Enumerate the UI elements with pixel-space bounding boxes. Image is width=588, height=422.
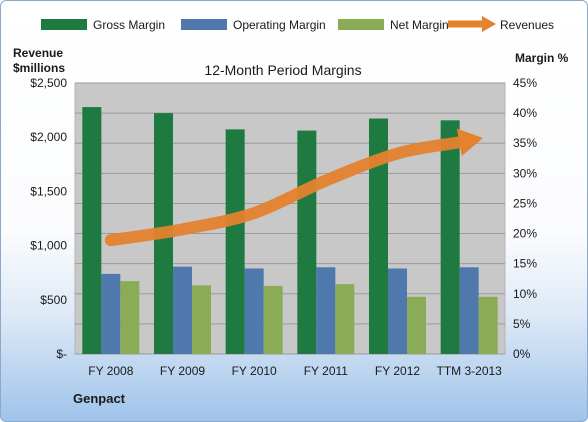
legend-label: Gross Margin: [93, 18, 165, 32]
revenue-line-layer: [104, 128, 483, 247]
bar-net-margin: [263, 285, 283, 354]
left-tick-label: $-: [56, 347, 67, 361]
left-tick-label: $2,500: [30, 76, 67, 90]
bar-layer: [82, 107, 498, 355]
left-tick-label: $1,500: [30, 184, 67, 198]
chart-title: 12-Month Period Margins: [204, 62, 361, 78]
right-tick-label: 0%: [513, 347, 531, 361]
bar-net-margin: [335, 284, 355, 354]
bar-net-margin: [478, 296, 498, 354]
bar-net-margin: [120, 281, 140, 354]
legend-swatch-revenues-arrow: [482, 16, 496, 32]
bar-operating-margin: [316, 267, 336, 354]
bar-gross-margin: [82, 107, 102, 354]
bar-gross-margin: [369, 118, 388, 354]
right-tick-label: 15%: [513, 257, 537, 271]
company-label: Genpact: [73, 391, 126, 406]
left-tick-label: $2,000: [30, 130, 67, 144]
right-tick-label: 25%: [513, 196, 537, 210]
bar-gross-margin: [225, 129, 245, 354]
right-tick-label: 45%: [513, 76, 537, 90]
revenue-line: [104, 136, 464, 247]
category-label: TTM 3-2013: [436, 364, 502, 378]
legend-swatch-gross-margin: [41, 19, 87, 30]
bar-operating-margin: [244, 268, 264, 354]
bar-operating-margin: [388, 268, 407, 354]
axis-layer: $- $500 $1,000 $1,500 $2,000 $2,500 0% 5% 10% 15%…: [30, 76, 537, 378]
category-label: FY 2012: [375, 364, 420, 378]
bar-operating-margin: [173, 266, 192, 354]
legend: Gross Margin Operating Margin Net Margin Re…: [41, 16, 554, 32]
legend-label: Revenues: [500, 18, 554, 32]
bar-gross-margin: [440, 120, 460, 355]
legend-label: Operating Margin: [233, 18, 326, 32]
bar-net-margin: [407, 296, 426, 354]
right-tick-label: 40%: [513, 106, 537, 120]
bar-net-margin: [192, 285, 211, 354]
right-axis-label: Margin %: [515, 51, 569, 65]
right-tick-label: 20%: [513, 227, 537, 241]
category-label: FY 2009: [160, 364, 205, 378]
right-tick-label: 5%: [513, 317, 531, 331]
right-tick-label: 35%: [513, 136, 537, 150]
legend-swatch-net-margin: [338, 19, 384, 30]
legend-swatch-operating-margin: [181, 19, 227, 30]
category-label: FY 2008: [88, 364, 133, 378]
category-label: FY 2011: [304, 364, 349, 378]
left-tick-label: $1,000: [30, 239, 67, 253]
right-tick-label: 30%: [513, 166, 537, 180]
left-axis-label-line2: $millions: [13, 61, 65, 75]
revenue-arrowhead: [456, 128, 483, 157]
right-tick-label: 10%: [513, 287, 537, 301]
bar-operating-margin: [101, 273, 121, 354]
bar-gross-margin: [297, 130, 317, 354]
plot-area: [74, 82, 506, 355]
left-tick-label: $500: [40, 293, 67, 307]
bar-operating-margin: [459, 267, 479, 354]
legend-label: Net Margin: [390, 18, 449, 32]
category-label: FY 2010: [232, 364, 277, 378]
left-axis-label-line1: Revenue: [13, 46, 63, 60]
